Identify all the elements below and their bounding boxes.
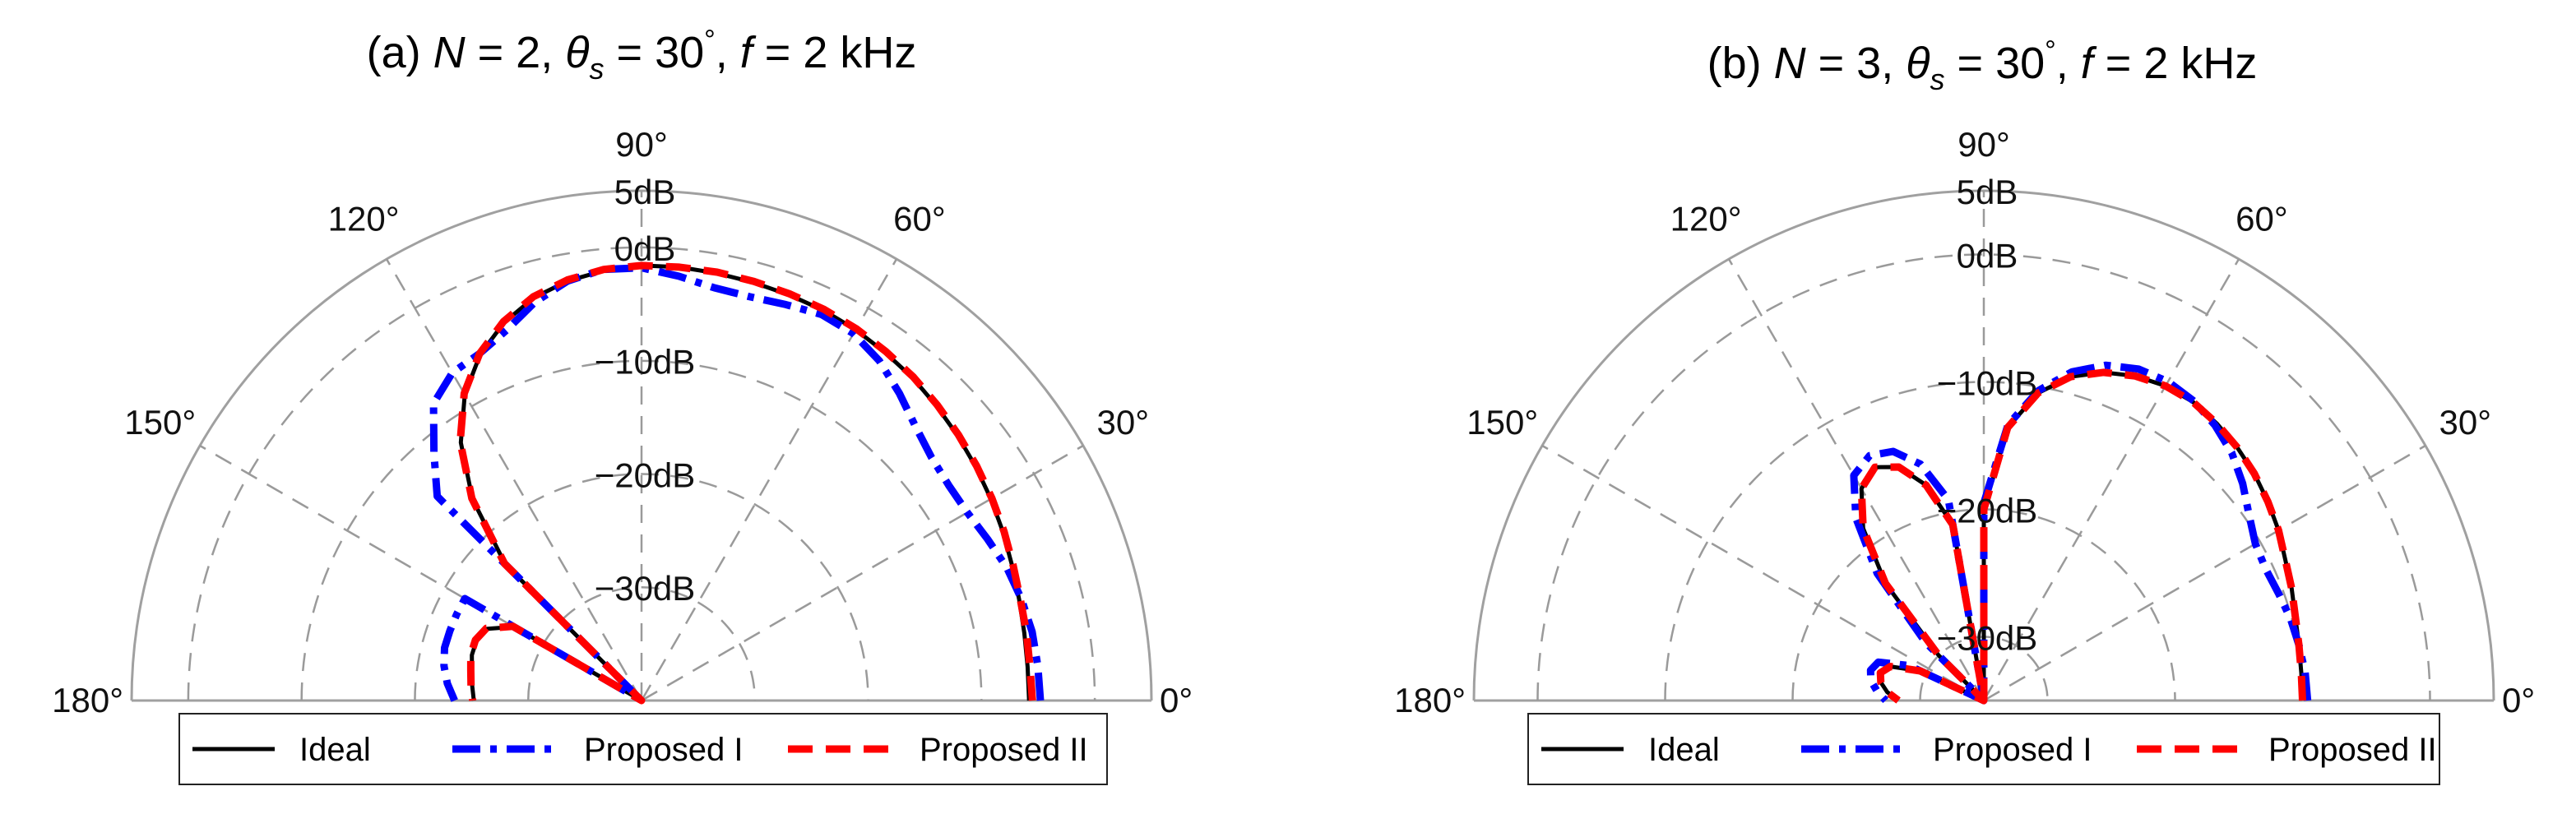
polar-chart-b: (b) N = 3, θs = 30°, f = 2 kHz 0° 30° 60° 9… [1394, 35, 2535, 785]
radial-tick-label: 5dB [614, 173, 676, 211]
angle-tick-label: 180° [1394, 681, 1466, 719]
chart-title-b: (b) N = 3, θs = 30°, f = 2 kHz [1707, 35, 2258, 96]
legend-b: Ideal Proposed I Proposed II [1527, 713, 2440, 785]
legend-label: Proposed I [584, 732, 743, 768]
angle-tick-label: 180° [52, 681, 123, 719]
angle-tick-label: 30° [2439, 403, 2492, 442]
series-line-ideal [1859, 370, 2305, 703]
angle-tick-label: 150° [124, 403, 196, 442]
grid-spoke [1541, 444, 1985, 702]
polar-chart-a: (a) N = 2, θs = 30°, f = 2 kHz 0° 30° 60° 9… [52, 25, 1193, 785]
angle-tick-label: 120° [1670, 200, 1742, 238]
grid-ring [414, 473, 869, 701]
grid-spoke [1983, 444, 2426, 702]
angle-tick-label: 30° [1097, 403, 1150, 442]
radial-tick-label: −20dB [1937, 492, 2038, 530]
radial-tick-label: −20dB [595, 456, 696, 494]
legend-label: Ideal [1648, 732, 1720, 768]
angle-tick-label: 60° [893, 200, 946, 238]
radial-tick-label: −30dB [595, 569, 696, 608]
series-layer-a [429, 261, 1045, 705]
axis-labels-b: 0° 30° 60° 90° 120° 150° 180° 5dB 0dB −10dB −20dB −… [1394, 125, 2535, 719]
angle-tick-label: 150° [1466, 403, 1538, 442]
angle-tick-label: 120° [328, 200, 400, 238]
series-layer-b [1850, 361, 2312, 705]
legend-label: Proposed II [2268, 732, 2437, 768]
angle-tick-label: 90° [1957, 125, 2010, 164]
angle-tick-label: 0° [2502, 681, 2535, 719]
legend-a: Ideal Proposed I Proposed II [178, 713, 1108, 785]
legend-box [1527, 713, 2440, 785]
legend-label: Ideal [299, 732, 371, 768]
angle-tick-label: 90° [615, 125, 668, 164]
grid-spoke [385, 258, 643, 701]
grid-ring [1664, 381, 2304, 701]
radial-tick-label: −30dB [1937, 619, 2038, 658]
radial-tick-label: 5dB [1957, 173, 2018, 211]
legend-label: Proposed II [920, 732, 1088, 768]
angle-tick-label: 0° [1160, 681, 1193, 719]
axis-labels-a: 0° 30° 60° 90° 120° 150° 180° 5dB 0dB −10dB −20dB −… [52, 125, 1193, 719]
grid-ring [526, 586, 757, 701]
grid-ring [1536, 253, 2431, 701]
series-line-proposed-i [429, 264, 1045, 705]
radial-tick-label: −10dB [1937, 364, 2038, 403]
radial-tick-label: 0dB [614, 229, 676, 268]
angle-tick-label: 60° [2235, 200, 2288, 238]
legend-label: Proposed I [1933, 732, 2092, 768]
legend-box [178, 713, 1108, 785]
grid-ring [300, 360, 983, 701]
series-line-proposed-ii [456, 261, 1036, 705]
grid-spoke [641, 444, 1084, 702]
grid-spoke [1982, 258, 2240, 701]
radial-tick-label: −10dB [595, 343, 696, 382]
series-line-proposed-ii [1857, 368, 2306, 705]
grid-spoke [199, 444, 642, 702]
chart-title-a: (a) N = 2, θs = 30°, f = 2 kHz [367, 25, 917, 86]
radial-tick-label: 0dB [1957, 237, 2018, 275]
polar-grid-a [130, 189, 1153, 702]
